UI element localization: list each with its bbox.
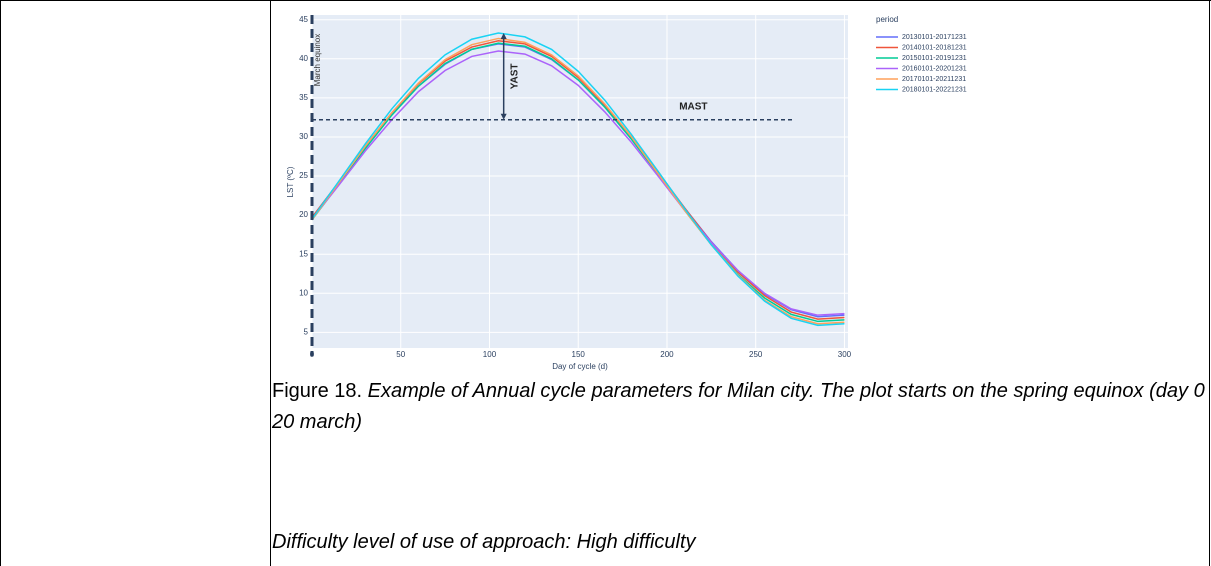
series-line [311, 50, 845, 316]
y-tick-label: 10 [299, 288, 308, 297]
legend-label: 20130101-20171231 [902, 34, 967, 41]
legend-label: 20150101-20191231 [902, 55, 967, 62]
caption-label: Figure 18. [272, 380, 363, 402]
legend-label: 20170101-20211231 [902, 76, 966, 83]
table-border [0, 0, 1211, 1]
table-border [270, 0, 271, 566]
x-tick-label: 50 [396, 350, 405, 359]
table-border [0, 0, 1, 566]
y-tick-label: 45 [299, 15, 308, 24]
arrow-head [500, 32, 507, 39]
y-tick-label: 20 [299, 210, 308, 219]
legend-label: 20160101-20201231 [902, 65, 967, 72]
equinox-label: March equinox [313, 34, 322, 86]
x-tick-label: 300 [838, 350, 852, 359]
y-axis-label: LST (ºC) [286, 166, 295, 197]
y-tick-label: 15 [299, 249, 308, 258]
x-tick-label: 250 [749, 350, 763, 359]
arrow-head [500, 113, 507, 120]
y-tick-label: 25 [299, 171, 308, 180]
mast-label: MAST [679, 101, 707, 112]
series-line [311, 32, 845, 327]
y-tick-label: 35 [299, 93, 308, 102]
yast-label: YAST [509, 63, 520, 89]
y-tick-label: 40 [299, 54, 308, 63]
figure-caption: Figure 18. Example of Annual cycle param… [272, 376, 1211, 438]
series-line [311, 42, 845, 323]
y-tick-label: 5 [304, 327, 309, 336]
y-tick-label: 30 [299, 132, 308, 141]
legend-title: period [876, 15, 898, 24]
chart: Day of cycle (d) LST (ºC) period 0501001… [286, 15, 967, 371]
legend-label: 20140101-20181231 [902, 44, 967, 51]
x-tick-label: 150 [572, 350, 586, 359]
x-tick-label: 100 [483, 350, 497, 359]
caption-text: Example of Annual cycle parameters for M… [272, 380, 1211, 433]
x-tick-label: 200 [660, 350, 674, 359]
table-border [1209, 0, 1210, 566]
difficulty-text: Difficulty level of use of approach: Hig… [272, 531, 696, 553]
legend-label: 20180101-20221231 [902, 86, 967, 93]
x-axis-label: Day of cycle (d) [552, 362, 608, 371]
